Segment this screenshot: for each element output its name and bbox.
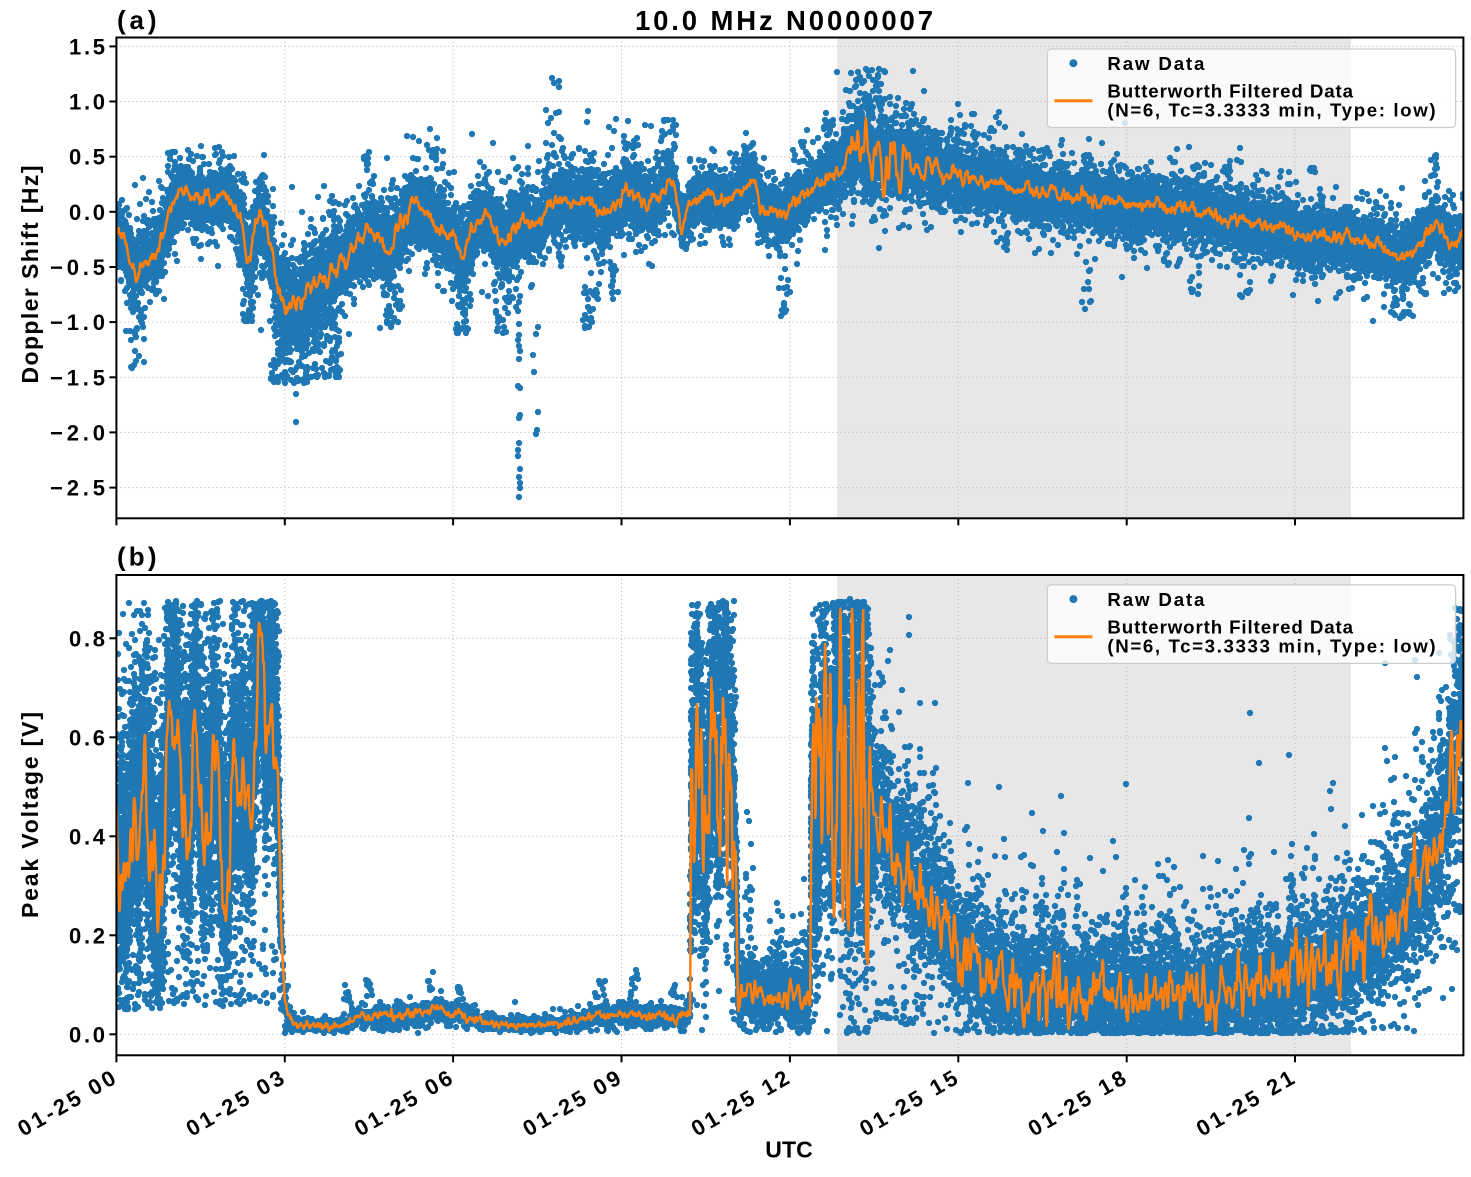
svg-text:−1.0: −1.0 — [50, 310, 105, 335]
svg-text:0.5: 0.5 — [69, 145, 105, 170]
svg-text:0.4: 0.4 — [69, 824, 106, 849]
svg-text:Raw Data: Raw Data — [1107, 589, 1205, 610]
svg-text:(N=6, Tc=3.3333 min, Type: low: (N=6, Tc=3.3333 min, Type: low) — [1107, 100, 1435, 121]
svg-text:Butterworth Filtered Data: Butterworth Filtered Data — [1107, 616, 1353, 637]
svg-text:−2.0: −2.0 — [50, 420, 105, 445]
svg-text:1.0: 1.0 — [69, 90, 105, 115]
svg-text:UTC: UTC — [765, 1137, 813, 1163]
svg-text:0.0: 0.0 — [69, 1022, 105, 1047]
svg-text:(b): (b) — [117, 542, 157, 572]
svg-text:(a): (a) — [117, 5, 157, 35]
svg-text:(N=6, Tc=3.3333 min, Type: low: (N=6, Tc=3.3333 min, Type: low) — [1107, 636, 1435, 657]
svg-text:Peak Voltage [V]: Peak Voltage [V] — [17, 712, 43, 918]
svg-text:Doppler Shift [Hz]: Doppler Shift [Hz] — [17, 166, 43, 384]
svg-text:Raw Data: Raw Data — [1107, 53, 1205, 74]
svg-text:−1.5: −1.5 — [50, 365, 105, 390]
svg-text:1.5: 1.5 — [69, 34, 105, 59]
svg-text:Butterworth Filtered Data: Butterworth Filtered Data — [1107, 81, 1353, 102]
svg-text:0.2: 0.2 — [69, 923, 105, 948]
svg-text:−0.5: −0.5 — [50, 255, 105, 280]
svg-text:0.6: 0.6 — [69, 725, 105, 750]
svg-text:−2.5: −2.5 — [50, 476, 105, 501]
svg-text:0.0: 0.0 — [69, 200, 105, 225]
svg-text:0.8: 0.8 — [69, 626, 105, 651]
